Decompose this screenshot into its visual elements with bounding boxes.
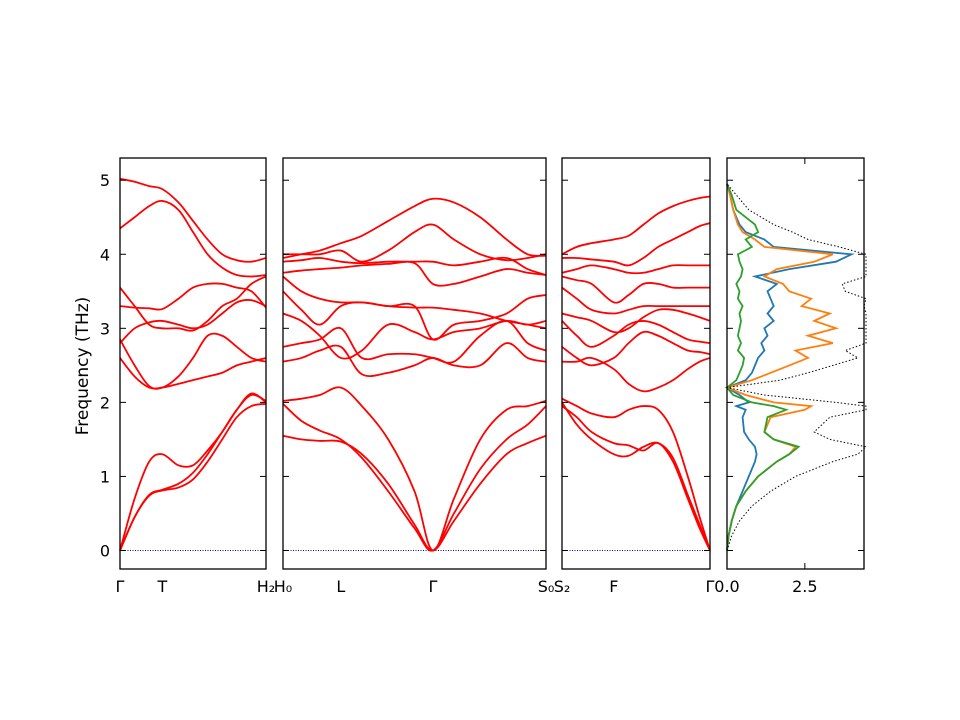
high-symmetry-point-label: F [609,577,618,596]
partial-dos-line [724,183,855,551]
y-tick-label: 2 [100,393,110,412]
y-tick-label: 5 [100,171,110,190]
band-panel-3-frame [561,157,711,570]
phonon-band-line [282,320,547,364]
phonon-band-line [119,282,267,311]
phonon-band-line [561,286,710,315]
band-panel-2-frame [282,157,547,570]
high-symmetry-point-label: S₂ [554,577,571,596]
phonon-band-line [283,223,547,263]
partial-dos-line [725,183,801,551]
high-symmetry-point-label: S₀ [538,577,555,596]
phonon-band-line [282,403,547,552]
high-symmetry-point-label: H₂ [257,577,275,596]
dos-x-tick-label: 2.5 [792,577,817,596]
high-symmetry-point-label: H₀ [274,577,292,596]
y-tick-label: 1 [100,467,110,486]
phonon-band-line [282,342,547,377]
y-axis-title: Frequency (THz) [73,297,93,436]
phonon-band-line [561,330,711,367]
phonon-band-line [282,275,547,330]
phonon-band-line [119,332,267,390]
dos-x-tick-label: 0.0 [714,577,739,596]
phonon-band-line [561,397,711,551]
phonon-band-line [561,222,711,267]
phonon-band-line [561,401,711,551]
phonon-band-line [561,308,711,334]
phonon-band-line [119,275,267,332]
y-tick-label: 0 [100,541,110,560]
phonon-band-line [119,357,267,390]
phonon-band-line [561,356,711,393]
phonon-band-line [119,393,267,551]
phonon-band-line [282,290,547,341]
high-symmetry-point-label: Γ [428,577,437,596]
high-symmetry-point-label: Γ [706,577,715,596]
phonon-band-line [119,392,267,551]
phonon-band-line [561,275,710,304]
phonon-band-line [282,256,547,276]
phonon-band-line [561,264,710,275]
high-symmetry-point-label: T [156,577,167,596]
phonon-band-line [282,260,547,287]
dos-panel-frame [726,157,865,570]
y-tick-label: 4 [100,245,110,264]
phonon-band-line [561,320,711,348]
phonon-band-line [282,434,547,552]
phonon-band-line [119,299,267,344]
band-panel-1-frame [119,157,267,570]
phonon-band-line [119,199,267,278]
phonon-band-line [282,197,547,259]
phonon-band-line [561,405,711,551]
phonon-band-line [119,177,267,263]
high-symmetry-point-label: Γ [116,577,125,596]
high-symmetry-point-label: L [336,577,345,596]
y-tick-label: 3 [100,319,110,338]
phonon-band-line [282,386,547,552]
phonon-band-line [561,195,711,256]
total-dos-line [726,183,868,551]
